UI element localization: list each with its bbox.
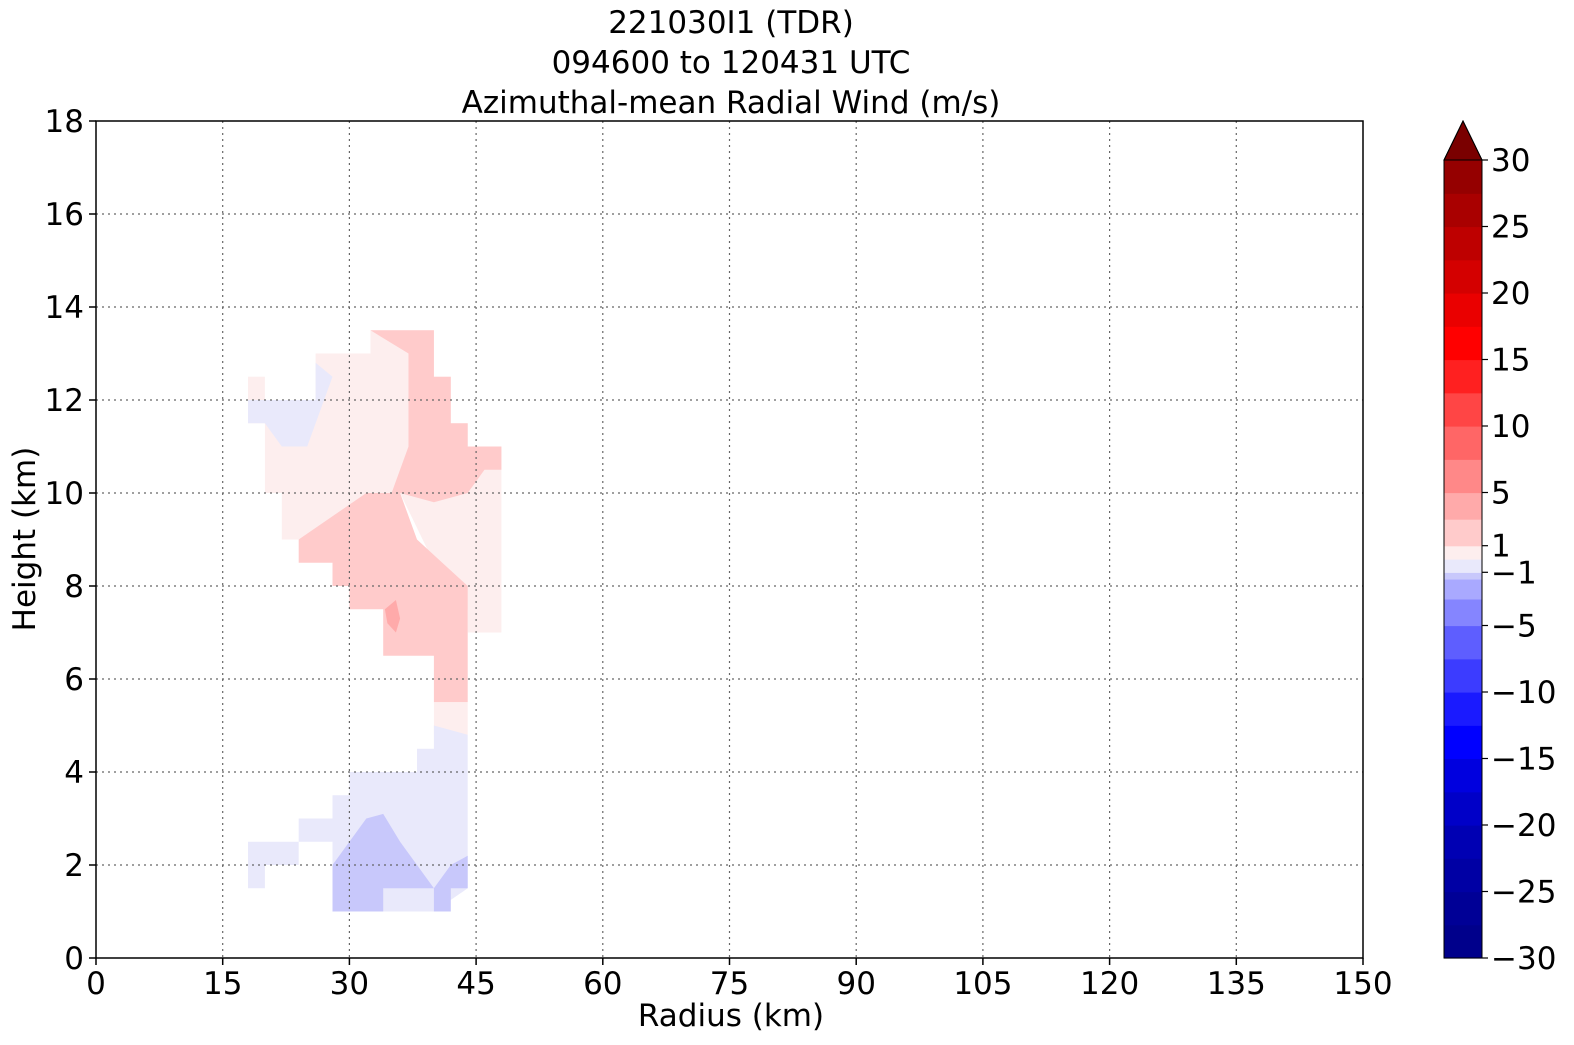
title-line-2: 094600 to 120431 UTC <box>552 45 911 81</box>
x-tick-label: 30 <box>330 966 369 1002</box>
colorbar-band <box>1444 791 1482 826</box>
colorbar-tick-label: 15 <box>1491 343 1530 379</box>
chart-title: 221030I1 (TDR) 094600 to 120431 UTC Azim… <box>462 5 1001 121</box>
y-tick-label: 2 <box>64 848 84 884</box>
colorbar-tick-label: 20 <box>1491 276 1530 312</box>
y-tick-label: 16 <box>45 197 84 233</box>
colorbar-band <box>1444 858 1482 893</box>
colorbar-tick-label: −1 <box>1491 555 1537 591</box>
y-tick-label: 4 <box>64 755 84 791</box>
colorbar-tick-label: −20 <box>1491 808 1556 844</box>
y-tick-label: 8 <box>64 569 84 605</box>
y-axis-ticks: 0 2 4 6 8 10 12 14 16 18 <box>45 104 96 977</box>
x-tick-label: 15 <box>203 966 242 1002</box>
colorbar-band <box>1444 725 1482 760</box>
colorbar-band <box>1444 924 1482 959</box>
colorbar-band <box>1444 392 1482 427</box>
colorbar-bands <box>1444 160 1482 959</box>
title-line-1: 221030I1 (TDR) <box>608 5 854 41</box>
contour-region-3 <box>298 330 502 703</box>
plot-area: 0 15 30 45 60 75 90 105 120 135 150 0 2 4 6 8 10 12 14 16 1… <box>45 104 1393 1002</box>
colorbar-tick-label: −10 <box>1491 675 1556 711</box>
colorbar-tick-label: −30 <box>1491 941 1556 977</box>
colorbar-tick-label: 30 <box>1491 143 1530 179</box>
colorbar-tick-label: −5 <box>1491 609 1537 645</box>
colorbar-ticks: 30 25 20 15 10 5 1−1 −5 −10 −15 −20 −25 −30 <box>1482 143 1556 977</box>
colorbar-tick-label: 5 <box>1491 476 1511 512</box>
colorbar-band <box>1444 193 1482 228</box>
contour-region-5 <box>433 702 468 735</box>
contour-region-2 <box>248 362 333 447</box>
colorbar-band <box>1444 559 1482 573</box>
contour-regions <box>248 330 502 912</box>
colorbar-tick-label: −15 <box>1491 742 1556 778</box>
colorbar-band <box>1444 492 1482 520</box>
colorbar-band <box>1444 572 1482 580</box>
colorbar-band <box>1444 259 1482 294</box>
colorbar-band <box>1444 293 1482 327</box>
colorbar-tick-label: 1 <box>1491 529 1511 565</box>
colorbar-band <box>1444 758 1482 793</box>
x-tick-label: 135 <box>1207 966 1266 1002</box>
colorbar-band <box>1444 625 1482 660</box>
x-tick-label: 150 <box>1333 966 1392 1002</box>
colorbar-band <box>1444 578 1482 600</box>
y-tick-label: 0 <box>64 941 84 977</box>
x-axis-label: Radius (km) <box>638 998 824 1034</box>
x-tick-label: 120 <box>1080 966 1139 1002</box>
colorbar-extend-arrow <box>1443 119 1483 161</box>
x-axis-ticks: 0 15 30 45 60 75 90 105 120 135 150 <box>86 958 1393 1002</box>
colorbar-outline <box>1443 119 1483 959</box>
colorbar-tick-label: 10 <box>1491 409 1530 445</box>
colorbar-band <box>1444 658 1482 693</box>
colorbar-tick-label: 25 <box>1491 210 1530 246</box>
x-tick-label: 105 <box>953 966 1012 1002</box>
x-tick-label: 0 <box>86 966 106 1002</box>
contour-region-4 <box>384 600 401 633</box>
colorbar-band <box>1444 545 1482 560</box>
colorbar: 30 25 20 15 10 5 1−1 −5 −10 −15 −20 −25 −30 <box>1443 119 1556 977</box>
y-tick-label: 18 <box>45 104 84 140</box>
colorbar-band <box>1444 359 1482 394</box>
x-tick-label: 90 <box>836 966 875 1002</box>
x-tick-label: 60 <box>583 966 622 1002</box>
y-tick-label: 6 <box>64 662 84 698</box>
colorbar-band <box>1444 519 1482 547</box>
y-axis-label: Height (km) <box>7 447 43 632</box>
contour-region-7 <box>332 813 468 912</box>
y-tick-label: 10 <box>45 476 84 512</box>
colorbar-band <box>1444 226 1482 261</box>
colorbar-tick-label: −25 <box>1491 875 1556 911</box>
title-line-3: Azimuthal-mean Radial Wind (m/s) <box>462 85 1001 121</box>
colorbar-band <box>1444 692 1482 726</box>
colorbar-band <box>1444 326 1482 361</box>
x-tick-label: 75 <box>710 966 749 1002</box>
colorbar-band <box>1444 825 1482 859</box>
grid-lines <box>96 121 1363 958</box>
colorbar-band <box>1444 160 1482 194</box>
y-tick-label: 12 <box>45 383 84 419</box>
colorbar-band <box>1444 891 1482 926</box>
colorbar-band <box>1444 598 1482 627</box>
y-tick-label: 14 <box>45 290 84 326</box>
colorbar-band <box>1444 426 1482 460</box>
x-tick-label: 45 <box>456 966 495 1002</box>
colorbar-band <box>1444 459 1482 494</box>
